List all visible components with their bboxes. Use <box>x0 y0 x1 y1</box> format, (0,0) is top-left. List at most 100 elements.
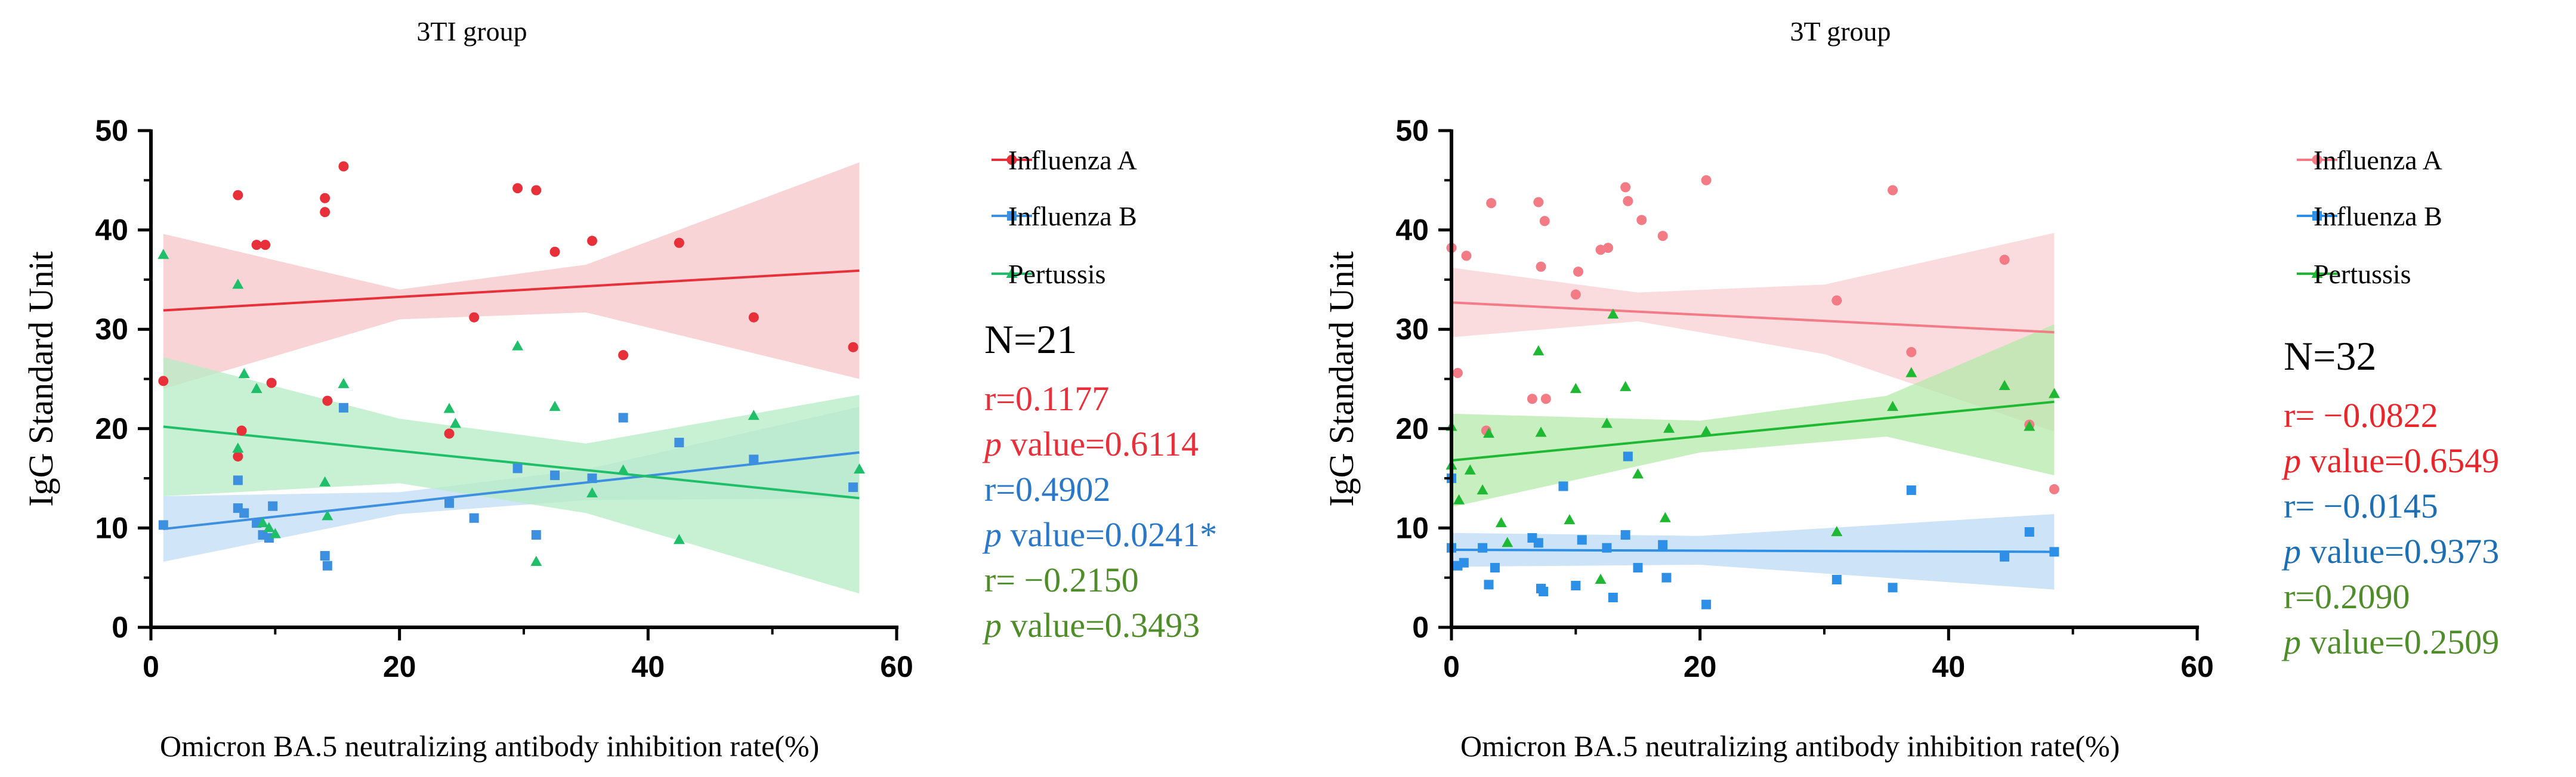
data-point <box>338 403 348 413</box>
data-point <box>512 183 523 194</box>
x-axis-label: Omicron BA.5 neutralizing antibody inhib… <box>160 729 819 763</box>
data-point <box>1573 267 1583 277</box>
legend-label: Influenza A <box>1008 145 1137 175</box>
x-tick-label: 40 <box>1932 650 1966 683</box>
data-point <box>1658 540 1668 550</box>
legend-marker <box>2312 154 2322 165</box>
legend-label: Influenza B <box>2314 201 2442 231</box>
data-point <box>1607 308 1619 319</box>
data-point <box>269 528 281 538</box>
data-point <box>1464 464 1476 475</box>
data-point <box>1570 383 1582 394</box>
data-point <box>1540 394 1551 404</box>
data-point <box>444 428 455 439</box>
data-point <box>674 237 684 248</box>
data-point <box>1533 345 1545 355</box>
data-point <box>232 442 244 453</box>
y-tick-label: 30 <box>95 312 128 346</box>
data-point <box>257 517 268 528</box>
data-point <box>1620 182 1631 193</box>
data-point <box>2024 527 2034 537</box>
data-point <box>1483 428 1494 438</box>
data-point <box>1535 426 1547 437</box>
data-point <box>1452 368 1463 379</box>
data-point <box>239 508 249 518</box>
data-point <box>320 551 330 561</box>
x-axis-label: Omicron BA.5 neutralizing antibody inhib… <box>1460 729 2120 763</box>
data-point <box>1484 580 1494 590</box>
data-point <box>1558 481 1568 491</box>
data-point <box>1603 243 1613 253</box>
data-point <box>268 501 278 511</box>
data-point <box>1533 197 1544 208</box>
r-value: r=0.4902 <box>984 470 1111 509</box>
data-point <box>549 401 561 411</box>
chart-title: 3T group <box>1790 16 1891 47</box>
data-point <box>322 510 333 521</box>
data-point <box>1831 575 1842 585</box>
data-point <box>251 240 262 250</box>
confidence-band-influenza-a <box>163 162 860 389</box>
p-value: p value=0.6114 <box>982 425 1199 463</box>
data-point <box>2000 552 2010 562</box>
data-point <box>1459 558 1469 568</box>
x-tick-label: 60 <box>880 650 913 683</box>
data-point <box>674 438 684 448</box>
data-point <box>531 185 542 196</box>
series-pertussis <box>157 249 865 567</box>
data-point <box>1657 231 1668 242</box>
data-point <box>617 464 629 475</box>
x-tick-label: 20 <box>383 650 416 683</box>
data-point <box>1663 422 1675 433</box>
data-point <box>749 454 759 465</box>
data-point <box>238 368 250 379</box>
fit-line-influenza-b <box>1451 549 2055 553</box>
fit-line-pertussis <box>1451 400 2055 462</box>
data-point <box>1888 583 1898 593</box>
y-tick-label: 50 <box>1395 114 1429 147</box>
data-point <box>1620 530 1630 540</box>
legend-marker <box>1007 211 1017 221</box>
data-point <box>1623 196 1633 206</box>
statistics: N=32 r= −0.0822 p value=0.6549 r= −0.0145 p … <box>2281 333 2499 661</box>
fit-line-influenza-b <box>163 451 860 531</box>
data-point <box>1700 425 1712 436</box>
data-point <box>236 425 247 436</box>
data-point <box>1906 347 1917 358</box>
data-point <box>1570 289 1581 300</box>
data-point <box>1601 417 1613 428</box>
data-point <box>233 451 243 462</box>
legend-label: Pertussis <box>1008 259 1106 289</box>
p-value: p value=0.0241* <box>982 515 1217 554</box>
data-point <box>587 473 597 484</box>
data-point <box>618 350 629 361</box>
legend-label: Influenza B <box>1008 201 1137 231</box>
data-point <box>1486 198 1497 209</box>
data-point <box>2048 388 2060 398</box>
data-point <box>1608 593 1618 603</box>
data-point <box>1490 563 1500 573</box>
r-value: r= −0.0145 <box>2284 487 2438 525</box>
data-point <box>263 522 275 533</box>
data-point <box>673 534 685 544</box>
data-point <box>1831 295 1842 306</box>
data-point <box>1661 572 1672 583</box>
data-point <box>854 463 865 474</box>
legend: Influenza A Influenza B Pertussis <box>992 145 1137 289</box>
sample-size: N=21 <box>984 317 1077 362</box>
data-point <box>158 520 168 530</box>
data-point <box>320 193 331 203</box>
fit-line-influenza-a <box>163 269 860 312</box>
data-point <box>469 312 480 323</box>
series-influenza-b <box>1447 451 2059 609</box>
data-point <box>233 475 243 485</box>
data-point <box>1453 494 1465 504</box>
series-influenza-a <box>158 161 858 462</box>
x-tick-label: 60 <box>2180 650 2214 683</box>
data-point <box>550 470 560 481</box>
legend-marker <box>1006 268 1018 278</box>
p-value: p value=0.2509 <box>2281 623 2499 661</box>
legend-marker <box>1006 154 1017 165</box>
p-value: p value=0.3493 <box>982 606 1200 645</box>
r-value: r= −0.0822 <box>2284 396 2438 435</box>
